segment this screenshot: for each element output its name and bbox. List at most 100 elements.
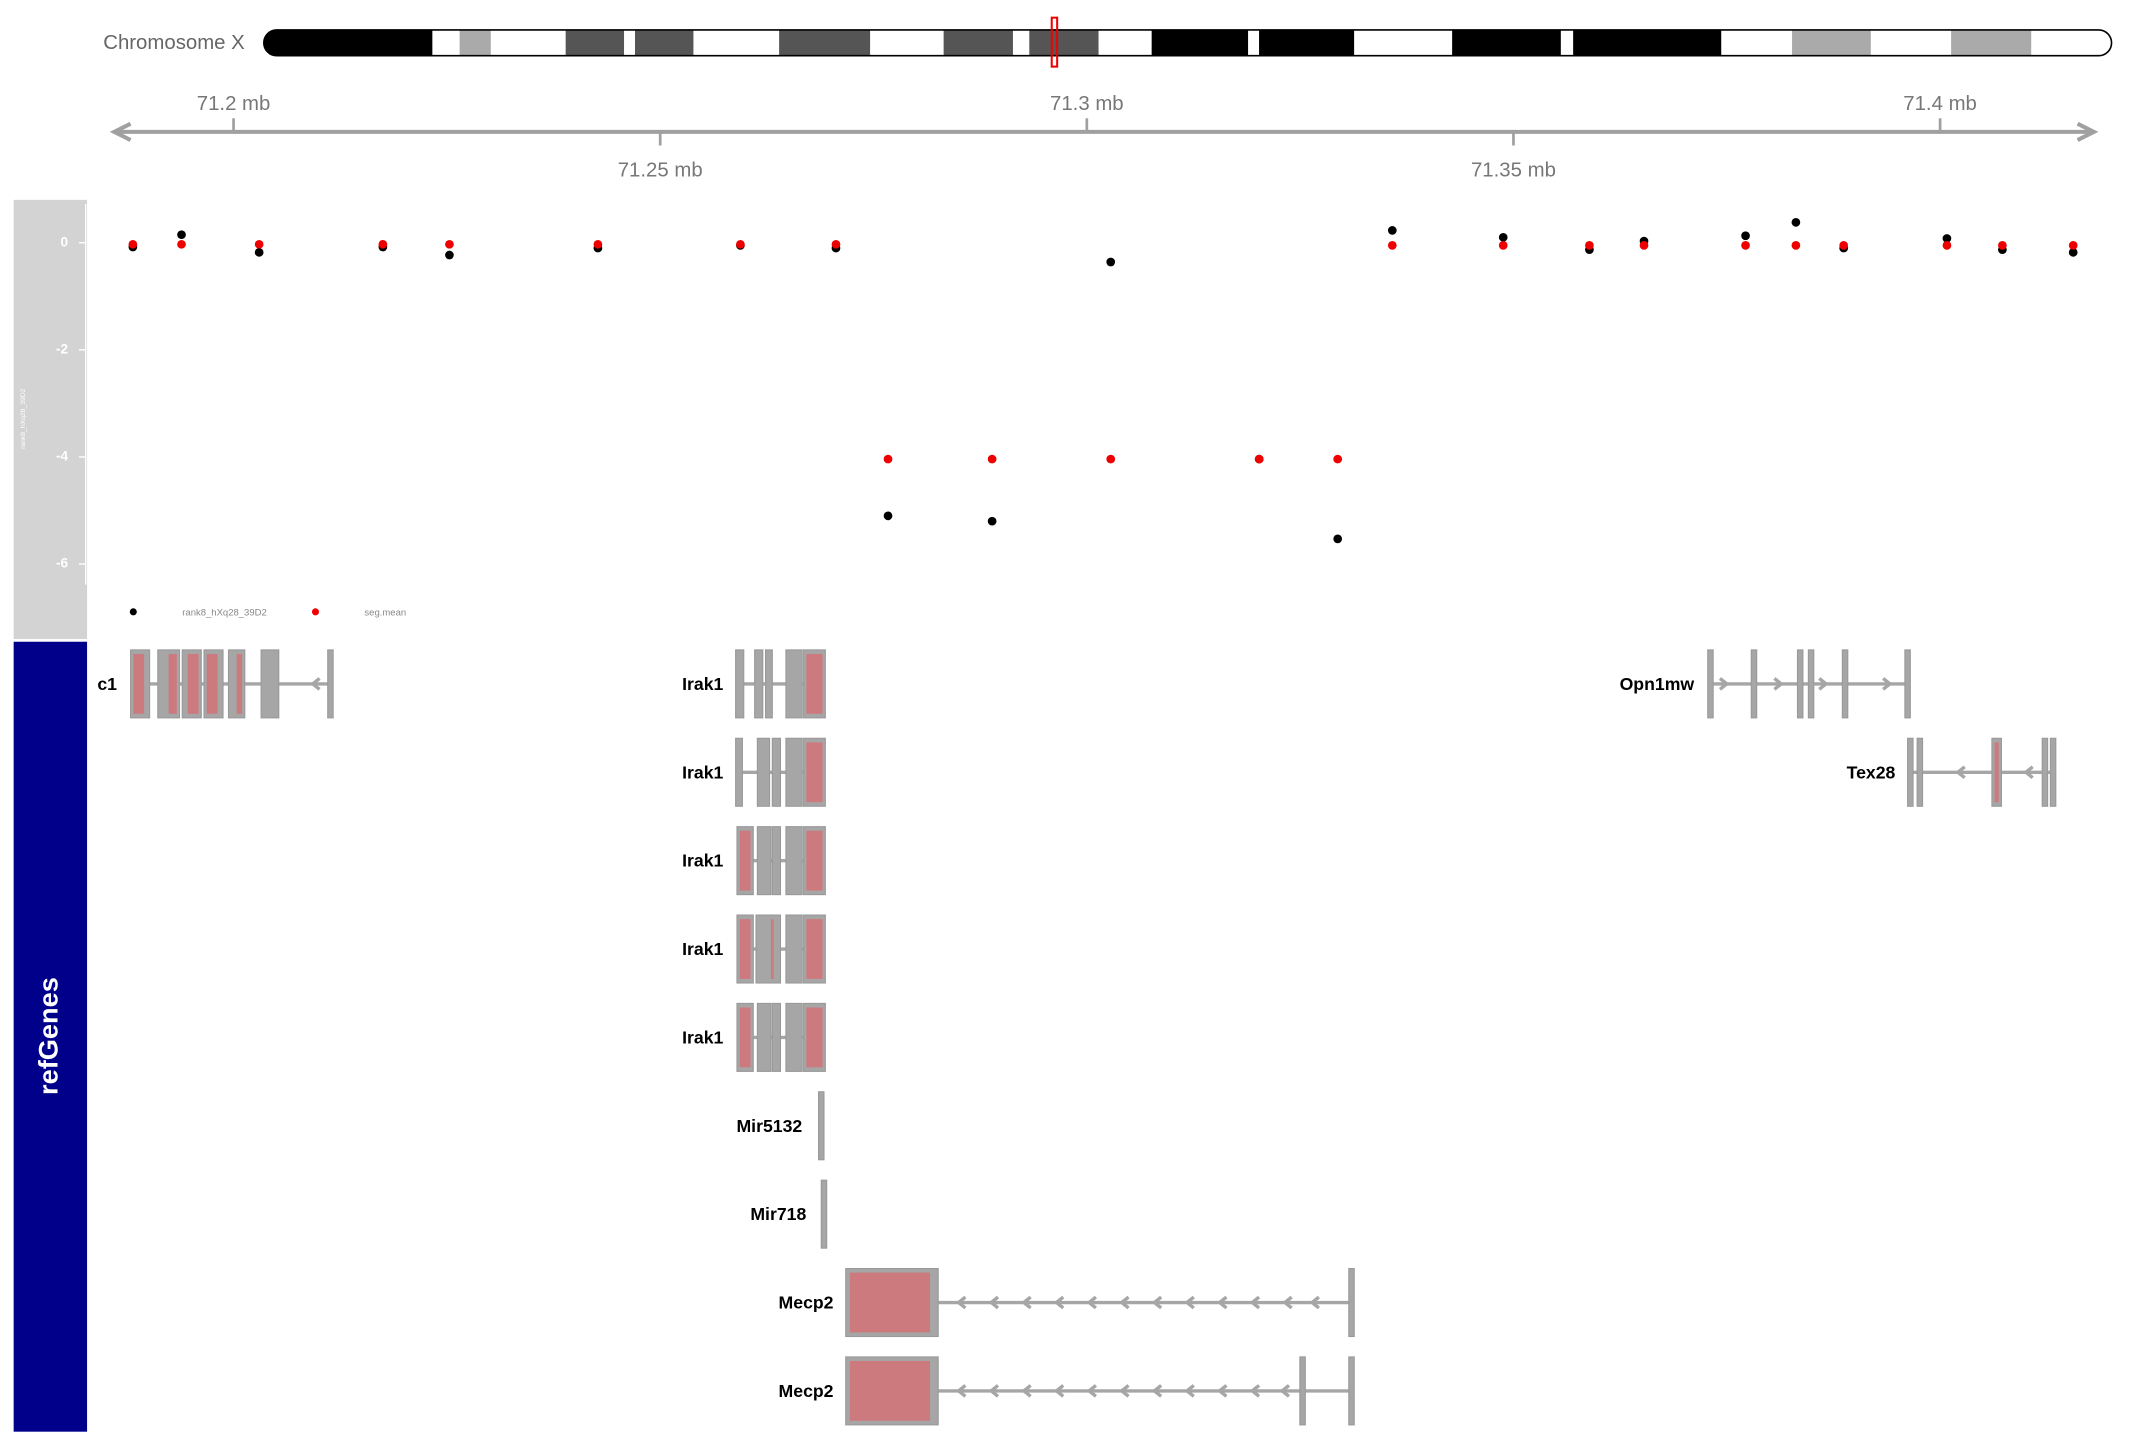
x-tick-label: 71.3 mb <box>1050 93 1124 115</box>
band <box>1259 29 1355 56</box>
point <box>2068 241 2078 250</box>
point <box>177 239 186 249</box>
exon <box>785 1002 803 1072</box>
exon <box>260 649 280 719</box>
coding-region <box>1994 742 1999 803</box>
band <box>870 29 944 56</box>
legend-label: rank8_hXq28_39D2 <box>182 608 267 619</box>
point <box>1498 241 1508 250</box>
gene: Irak1 <box>682 914 826 984</box>
y-tick-label: -4 <box>56 449 69 464</box>
strand-arrow <box>1086 1295 1097 1310</box>
strand-arrow <box>988 1295 1000 1310</box>
point <box>254 247 264 257</box>
x-tick-label: 71.25 mb <box>618 160 703 182</box>
data-track-panel <box>13 199 88 640</box>
gene: Opn1mw <box>1620 649 1911 719</box>
band <box>1573 29 1722 56</box>
exon <box>818 1091 825 1161</box>
point <box>1254 454 1264 464</box>
point <box>1741 241 1750 250</box>
exon <box>785 826 803 896</box>
band <box>1951 29 2032 56</box>
band <box>1098 29 1152 56</box>
band <box>779 29 871 56</box>
strand-arrow <box>310 677 321 691</box>
coding-region <box>133 653 145 714</box>
gene: Mir5132 <box>736 1091 825 1161</box>
strand-arrow <box>1282 1295 1293 1310</box>
coding-region <box>187 653 199 714</box>
coding-region <box>739 830 751 891</box>
exon <box>1750 649 1758 719</box>
gene: Irak1 <box>682 649 826 719</box>
band <box>624 29 635 56</box>
legend-label: seg.mean <box>364 608 406 619</box>
y-tick-label: -6 <box>56 556 69 571</box>
exon <box>764 649 773 719</box>
legend-marker <box>129 608 137 616</box>
exon <box>1907 737 1914 807</box>
strand-arrow <box>1021 1295 1032 1310</box>
coding-region <box>168 653 177 714</box>
point <box>1106 454 1116 464</box>
band <box>1870 29 1952 56</box>
gene: Irak1 <box>682 826 826 896</box>
exon <box>754 649 764 719</box>
strand-arrow <box>1216 1295 1228 1310</box>
point <box>1387 241 1397 250</box>
exon <box>1807 649 1815 719</box>
strand-arrow <box>1249 1295 1261 1310</box>
band <box>459 29 491 56</box>
legend-marker <box>311 608 320 616</box>
strand-arrow <box>1021 1384 1032 1398</box>
point <box>254 239 264 249</box>
strand-arrow <box>1119 1295 1130 1310</box>
exon <box>771 1002 782 1072</box>
exon <box>1707 649 1714 719</box>
coding-region <box>849 1360 931 1421</box>
band <box>565 29 625 56</box>
point <box>1942 234 1952 243</box>
coding-region <box>206 653 218 714</box>
strand-arrow <box>2023 765 2034 780</box>
band <box>2031 29 2112 56</box>
ideogram-outline <box>263 29 2113 57</box>
exon <box>771 737 782 807</box>
point <box>2068 247 2078 257</box>
exon <box>1299 1356 1306 1426</box>
band <box>1452 29 1561 56</box>
point <box>378 239 388 249</box>
strand-arrow <box>1718 677 1730 691</box>
point <box>987 454 997 464</box>
strand-arrow <box>1309 1295 1320 1310</box>
exon <box>1348 1356 1355 1426</box>
strand-arrow <box>1216 1384 1228 1398</box>
x-tick-label: 71.2 mb <box>197 93 271 115</box>
strand-arrow <box>1053 1295 1065 1310</box>
exon <box>2049 737 2057 807</box>
exon <box>755 914 782 984</box>
band <box>490 29 566 56</box>
band <box>1248 29 1260 56</box>
exon <box>785 914 803 984</box>
strand-arrow <box>1086 1384 1097 1398</box>
gene: Mir718 <box>750 1179 828 1249</box>
point <box>177 230 186 240</box>
coding-region <box>806 919 823 979</box>
strand-arrow <box>1249 1384 1261 1398</box>
strand-arrow <box>1773 677 1784 691</box>
ideogram-marker <box>1050 16 1059 68</box>
gene-label: Mecp2 <box>779 1381 834 1401</box>
x-tick-label: 71.35 mb <box>1471 160 1556 182</box>
point <box>1387 226 1397 235</box>
band <box>1721 29 1793 56</box>
strand-arrow <box>1279 1384 1291 1398</box>
exon <box>771 826 782 896</box>
strand-arrow <box>955 1295 967 1310</box>
point <box>831 239 841 249</box>
gene-label: Tex28 <box>1847 762 1896 782</box>
point <box>128 239 138 249</box>
strand-arrow <box>955 1384 967 1398</box>
